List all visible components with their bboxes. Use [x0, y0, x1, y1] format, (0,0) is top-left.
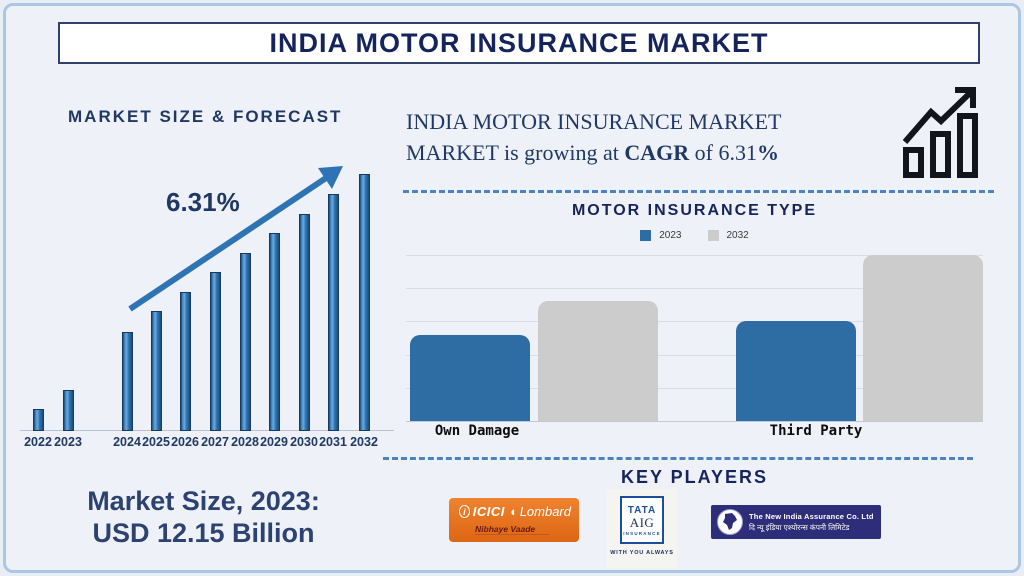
gridline: [406, 355, 983, 356]
aig-text: AIG: [629, 514, 655, 530]
forecast-bar-2028: [239, 253, 251, 431]
forecast-bar-2025: [150, 311, 162, 431]
type-chart-title: MOTOR INSURANCE TYPE: [571, 202, 818, 219]
legend-item-2023: 2023: [640, 230, 682, 241]
icici-brand-text: ICICI: [472, 504, 505, 519]
forecast-bar-2024: [121, 332, 133, 431]
new-india-name-en: The New India Assurance Co. Ltd: [749, 511, 874, 521]
icici-lombard-text: Lombard: [519, 504, 571, 519]
year-label-2026: 2026: [171, 435, 199, 449]
tata-aig-emblem: TATA AIG INSURANCE: [620, 496, 664, 544]
year-label-2024: 2024: [113, 435, 141, 449]
percent-bold: %: [756, 140, 779, 165]
growth-note-line2: MARKET is growing at CAGR of 6.31%: [406, 140, 779, 165]
year-label-2027: 2027: [201, 435, 229, 449]
new-india-assurance-logo: The New India Assurance Co. Ltd दि न्यू …: [711, 505, 881, 539]
forecast-bar-2031: [327, 194, 339, 431]
gridline: [406, 421, 983, 422]
tata-text: TATA: [627, 504, 657, 516]
page-title: INDIA MOTOR INSURANCE MARKET: [269, 27, 769, 58]
cagr-bold: CAGR: [624, 140, 690, 165]
type-chart-plot: [406, 255, 983, 422]
new-india-emblem-icon: [717, 509, 743, 535]
icici-swoosh-icon: ◖: [508, 504, 517, 519]
forecast-axis-line: [20, 430, 394, 431]
growth-note-line1: INDIA MOTOR INSURANCE MARKET: [406, 109, 782, 134]
new-india-name-hi: दि न्यू इंडिया एश्योरन्स कंपनी लिमिटेड: [749, 522, 850, 532]
forecast-bar-chart: [20, 156, 394, 431]
icici-emblem-icon: i: [459, 505, 470, 518]
legend-label-2032: 2032: [726, 230, 749, 241]
legend-swatch-2032: [707, 230, 719, 241]
growth-note: INDIA MOTOR INSURANCE MARKET MARKET is g…: [406, 106, 846, 168]
gridline: [406, 288, 983, 289]
trend-arrow-icon: [128, 166, 343, 312]
gridline: [406, 321, 983, 322]
forecast-bar-2022: [32, 409, 44, 431]
legend-swatch-2023: [640, 230, 652, 241]
market-size-line1: Market Size, 2023:: [87, 486, 320, 516]
legend-label-2023: 2023: [659, 230, 682, 241]
year-label-2031: 2031: [319, 435, 347, 449]
type-bar-third-party-2023: [736, 321, 856, 421]
year-label-2030: 2030: [290, 435, 318, 449]
forecast-heading: MARKET SIZE & FORECAST: [68, 107, 343, 126]
dashed-divider-top: [403, 190, 994, 193]
forecast-bar-2032: [358, 174, 370, 431]
year-label-2023: 2023: [54, 435, 82, 449]
icici-lombard-logo: i ICICI ◖ Lombard Nibhaye Vaade: [449, 498, 579, 542]
gridline: [406, 388, 983, 389]
forecast-bar-2027: [209, 272, 221, 431]
type-chart-legend: 2023 2032: [406, 230, 983, 241]
year-label-2022: 2022: [24, 435, 52, 449]
category-third-party: Third Party: [769, 423, 863, 439]
legend-item-2032: 2032: [707, 230, 749, 241]
insurance-text: INSURANCE: [623, 530, 661, 536]
year-label-2025: 2025: [142, 435, 170, 449]
category-own-damage: Own Damage: [434, 423, 520, 439]
year-label-2029: 2029: [260, 435, 288, 449]
title-bar: INDIA MOTOR INSURANCE MARKET: [58, 22, 980, 64]
forecast-bar-2030: [298, 214, 310, 431]
page-frame: INDIA MOTOR INSURANCE MARKET MARKET SIZE…: [3, 3, 1021, 573]
tata-aig-logo: TATA AIG INSURANCE WITH YOU ALWAYS: [607, 489, 677, 568]
market-size-line2: USD 12.15 Billion: [92, 518, 315, 548]
type-bar-own-damage-2023: [410, 335, 530, 421]
forecast-bar-2029: [268, 233, 280, 431]
gridline: [406, 255, 983, 256]
year-label-2028: 2028: [231, 435, 259, 449]
key-players-heading: KEY PLAYERS: [620, 467, 769, 487]
type-bar-third-party-2032: [863, 255, 983, 421]
forecast-x-axis-labels: 2022 2023 2024 2025 2026 2027 2028 2029 2030 2031…: [20, 435, 390, 453]
icici-tagline: Nibhaye Vaade: [475, 524, 550, 535]
forecast-cagr-label: 6.31%: [166, 187, 240, 217]
market-size-callout: Market Size, 2023: USD 12.15 Billion: [36, 485, 371, 549]
growth-chart-icon: [902, 87, 978, 178]
year-label-2032: 2032: [350, 435, 378, 449]
dashed-divider-bottom: [383, 457, 973, 460]
forecast-bar-2026: [179, 292, 191, 431]
type-bar-own-damage-2032: [538, 301, 658, 421]
tata-tagline: WITH YOU ALWAYS: [610, 550, 674, 556]
forecast-bar-2023: [62, 390, 74, 431]
